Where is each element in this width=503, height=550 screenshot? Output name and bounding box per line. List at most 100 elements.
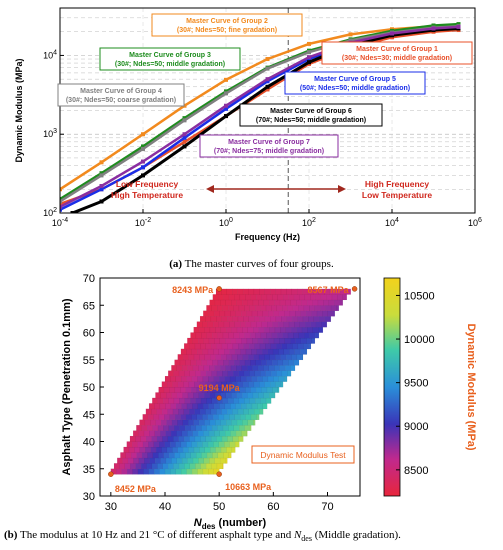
heatmap-cell: [219, 403, 226, 410]
heatmap-cell: [187, 337, 194, 344]
data-point: [265, 57, 270, 62]
heatmap-cell: [116, 468, 123, 475]
heatmap-cell: [230, 365, 237, 372]
heatmap-cell: [215, 419, 222, 426]
heatmap-cell: [250, 414, 257, 421]
heatmap-cell: [269, 392, 275, 399]
heatmap-cell: [207, 441, 214, 448]
heatmap-cell: [311, 337, 316, 344]
heatmap-cell: [149, 430, 156, 437]
heatmap-cell: [191, 348, 198, 355]
y-tick-label: 104: [43, 49, 57, 60]
heatmap-cell: [307, 326, 314, 333]
heatmap-cell: [125, 452, 132, 459]
heatmap-cell: [319, 315, 325, 322]
heatmap-cell: [189, 343, 196, 350]
heatmap-cell: [212, 424, 218, 431]
heatmap-cell: [284, 310, 291, 317]
heatmap-cell: [123, 446, 130, 453]
heatmap-cell: [266, 332, 273, 339]
heatmap-cell: [220, 446, 227, 453]
heatmap-cell: [170, 375, 177, 382]
heatmap-cell: [190, 424, 197, 431]
heatmap-cell: [281, 343, 288, 350]
heatmap-cell: [154, 403, 161, 410]
heatmap-cell: [189, 370, 196, 377]
heatmap-cell: [276, 343, 282, 350]
heatmap-cell: [184, 397, 191, 404]
heatmap-cell: [245, 294, 252, 301]
series-label-detail: (30#; Ndes=30; middle gradation): [342, 55, 452, 62]
heatmap-cell: [220, 354, 227, 361]
heatmap-cell: [179, 397, 186, 404]
heatmap-cell: [141, 452, 148, 459]
heatmap-cell: [184, 424, 191, 431]
data-point: [99, 160, 104, 165]
heatmap-cell: [226, 354, 233, 361]
heatmap-cell: [188, 446, 195, 453]
heatmap-cell: [188, 381, 195, 388]
data-point: [60, 204, 62, 209]
heatmap-cell: [250, 294, 257, 301]
heatmap-cell: [253, 419, 256, 426]
heatmap-cell: [179, 359, 186, 366]
heatmap-cell: [208, 430, 215, 437]
heatmap-cell: [160, 392, 167, 399]
heatmap-cell: [181, 468, 188, 475]
heatmap-cell: [270, 315, 277, 322]
heatmap-cell: [195, 370, 202, 377]
heatmap-cell: [272, 294, 279, 301]
y-tick-label: 40: [83, 437, 95, 449]
heatmap-cell: [297, 288, 303, 295]
heatmap-cell: [164, 414, 171, 421]
heatmap-cell: [171, 392, 178, 399]
heatmap-cell: [190, 332, 197, 339]
heatmap-cell: [207, 348, 214, 355]
heatmap-cell: [155, 419, 162, 426]
heatmap-cell: [295, 337, 302, 344]
annotation-high-1: High Frequency: [365, 179, 430, 189]
heatmap-cell: [301, 326, 308, 333]
point-label: 8567 MPa: [308, 285, 350, 295]
heatmap-cell: [257, 365, 264, 372]
heatmap-cell: [170, 468, 177, 475]
series-label-box: [239, 103, 383, 127]
heatmap-cell: [232, 315, 239, 322]
heatmap-cell: [167, 381, 173, 388]
heatmap-cell: [260, 370, 267, 377]
heatmap-cell: [246, 310, 253, 317]
heatmap-cell: [208, 375, 215, 382]
heatmap-cell: [243, 408, 250, 415]
x-axis-label: Ndes (number): [194, 517, 267, 531]
heatmap-cell: [294, 321, 301, 328]
heatmap-cell: [286, 343, 293, 350]
heatmap-cell: [291, 326, 297, 333]
heatmap-cell: [200, 343, 207, 350]
heatmap-cell: [289, 348, 296, 355]
heatmap-cell: [201, 359, 208, 366]
x-tick-label: 10-4: [52, 217, 68, 228]
heatmap-cell: [290, 337, 296, 344]
heatmap-cell: [283, 321, 290, 328]
caption-a: (a) The master curves of four groups.: [169, 258, 334, 270]
heatmap-cell: [169, 414, 176, 421]
heatmap-cell: [210, 408, 217, 415]
heatmap-cell: [227, 435, 234, 442]
heatmap-cell: [256, 348, 263, 355]
heatmap-cell: [226, 446, 233, 453]
heatmap-cell: [222, 305, 229, 312]
heatmap-cell: [237, 354, 244, 361]
heatmap-cell: [256, 375, 263, 382]
heatmap-cell: [208, 468, 215, 475]
heatmap-cell: [230, 430, 237, 437]
series-label-detail: (30#; Ndes=50; coarse gradation): [66, 97, 176, 104]
heatmap-cell: [247, 392, 254, 399]
heatmap-cell: [197, 468, 204, 475]
heatmap-cell: [293, 294, 300, 301]
master-curve-chart: 10-4 10-2 100 102 104 106 102 103 104 Frequency (…: [14, 7, 482, 242]
data-point: [99, 187, 104, 192]
heatmap-cell: [278, 348, 285, 355]
point-marker: [216, 395, 222, 401]
y-tick-label: 45: [83, 409, 95, 421]
heatmap-cell: [180, 386, 187, 393]
